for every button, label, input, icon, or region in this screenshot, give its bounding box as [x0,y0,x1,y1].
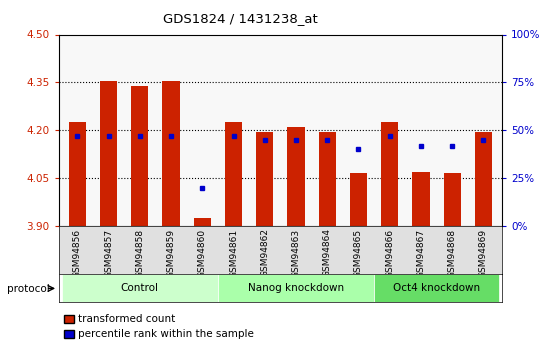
Text: GSM94869: GSM94869 [479,228,488,277]
Text: protocol: protocol [7,284,50,294]
Bar [287,127,305,226]
Text: GSM94858: GSM94858 [135,228,145,277]
Text: GSM94861: GSM94861 [229,228,238,277]
Text: GDS1824 / 1431238_at: GDS1824 / 1431238_at [162,12,318,25]
Bar [218,274,374,302]
Text: GSM94868: GSM94868 [448,228,456,277]
Bar [62,274,218,302]
Bar [475,132,492,226]
Bar [100,81,117,226]
Bar [162,81,180,226]
Text: Nanog knockdown: Nanog knockdown [248,283,344,293]
Text: GSM94865: GSM94865 [354,228,363,277]
Bar [225,122,242,226]
Text: GSM94866: GSM94866 [385,228,395,277]
Text: transformed count: transformed count [78,314,175,324]
Text: GSM94859: GSM94859 [166,228,176,277]
Bar [381,122,398,226]
Bar [256,132,273,226]
Bar [444,173,461,226]
Text: Control: Control [121,283,159,293]
Text: GSM94857: GSM94857 [104,228,113,277]
Bar [194,218,211,226]
Text: GSM94867: GSM94867 [416,228,426,277]
Text: GSM94864: GSM94864 [323,228,332,277]
Text: GSM94863: GSM94863 [291,228,301,277]
Bar [412,172,430,226]
Text: GSM94856: GSM94856 [73,228,82,277]
Text: percentile rank within the sample: percentile rank within the sample [78,329,254,339]
Bar [374,274,499,302]
Text: Oct4 knockdown: Oct4 knockdown [393,283,480,293]
Text: GSM94862: GSM94862 [260,228,270,277]
Bar [319,132,336,226]
Bar [69,122,86,226]
Bar [350,173,367,226]
Bar [131,86,148,226]
Text: GSM94860: GSM94860 [198,228,207,277]
